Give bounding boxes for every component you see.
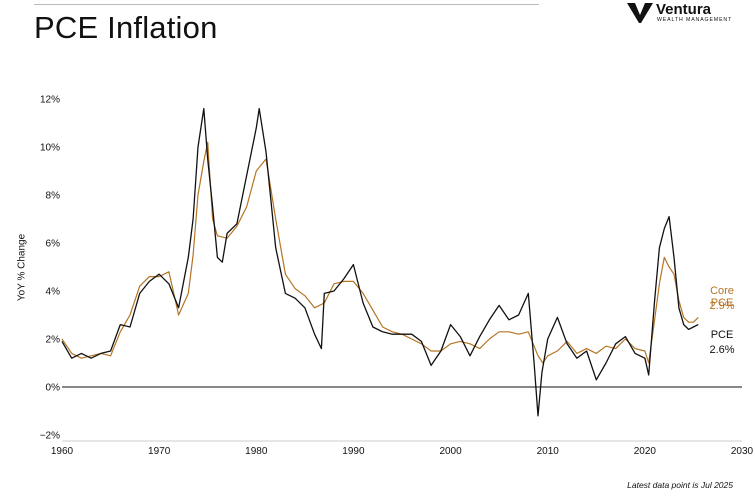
y-tick-label: 12% xyxy=(40,95,60,106)
x-tick-label: 1960 xyxy=(51,446,74,457)
logo-brand: Ventura xyxy=(656,1,712,18)
pce-series-line xyxy=(61,107,699,417)
x-tick-label: 1970 xyxy=(148,446,171,457)
x-tick-label: 2010 xyxy=(537,446,560,457)
pce-series-label: PCE xyxy=(710,329,734,341)
logo-subtitle: WEALTH MANAGEMENT xyxy=(657,17,733,23)
y-tick-label: −2% xyxy=(40,431,60,442)
y-tick-label: 0% xyxy=(46,383,61,394)
footnote: Latest data point is Jul 2025 xyxy=(627,480,733,490)
y-tick-label: 10% xyxy=(40,143,60,154)
page-title: PCE Inflation xyxy=(34,10,218,45)
y-tick-label: 8% xyxy=(46,191,61,202)
x-tick-label: 2020 xyxy=(634,446,657,457)
y-tick-label: 2% xyxy=(46,335,61,346)
top-rule xyxy=(34,4,539,5)
y-tick-label: 6% xyxy=(46,239,61,250)
x-tick-label: 2000 xyxy=(439,446,462,457)
ventura-logo: Ventura WEALTH MANAGEMENT xyxy=(626,1,746,26)
x-tick-label: 1990 xyxy=(342,446,365,457)
core-pce-series-label: Core PCE xyxy=(710,285,734,309)
pce-latest-value: 2.6% xyxy=(709,344,735,356)
x-tick-label: 1980 xyxy=(245,446,268,457)
ventura-v-icon xyxy=(627,3,653,23)
core-pce-latest-value: 2.9% xyxy=(709,300,735,312)
x-tick-label: 2030 xyxy=(731,446,754,457)
y-tick-label: 4% xyxy=(46,287,61,298)
